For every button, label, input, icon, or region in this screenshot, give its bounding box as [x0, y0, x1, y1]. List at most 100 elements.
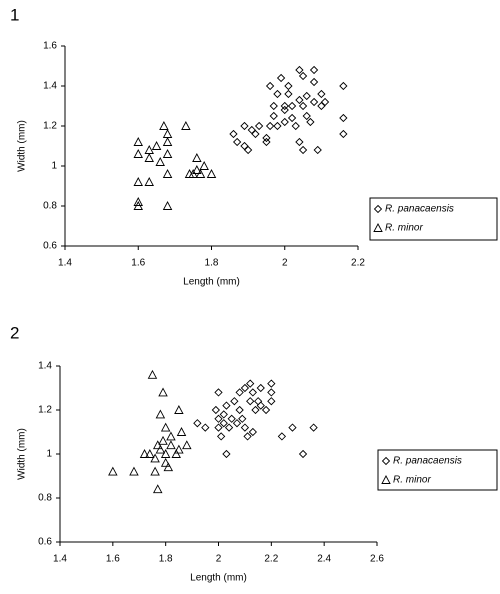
- data-point: [224, 423, 234, 432]
- y-tick-label: 1.4: [43, 81, 57, 92]
- y-tick-label: 1: [46, 449, 52, 460]
- data-point: [158, 387, 168, 397]
- data-point: [162, 137, 173, 146]
- data-point: [162, 169, 173, 178]
- data-point: [276, 73, 286, 83]
- data-point: [243, 145, 253, 155]
- data-point: [261, 405, 271, 415]
- x-tick-label: 1.4: [53, 554, 67, 565]
- data-point: [262, 133, 271, 143]
- data-point: [309, 77, 319, 87]
- data-point: [229, 129, 238, 139]
- legend-marker: [373, 223, 383, 232]
- chart: 2 0.6 0.8 1 1.2 1.4 1.4 1.6 1.8 2 2.2 2.4 2.6 Length …: [10, 323, 498, 584]
- data-point: [147, 369, 158, 379]
- data-point: [320, 97, 330, 107]
- data-point: [159, 121, 169, 130]
- data-point: [129, 466, 139, 476]
- data-point: [235, 405, 244, 415]
- data-point: [206, 169, 217, 178]
- data-point: [339, 81, 348, 91]
- data-point: [265, 121, 275, 131]
- data-point: [240, 141, 249, 151]
- y-axis-label: Width (mm): [17, 428, 28, 480]
- legend-label: R. minor: [393, 475, 431, 486]
- legend-label: R. panacaensis: [385, 204, 454, 215]
- data-point: [195, 169, 206, 178]
- data-point: [291, 121, 300, 131]
- data-point: [174, 444, 184, 454]
- x-tick-label: 2.2: [351, 258, 365, 269]
- data-point: [248, 427, 257, 437]
- y-tick-label: 1: [51, 161, 57, 172]
- data-point: [235, 388, 244, 397]
- data-point: [295, 65, 304, 75]
- data-point: [284, 89, 293, 99]
- data-point: [251, 129, 260, 139]
- legend-box: [369, 197, 498, 241]
- data-point: [163, 462, 174, 472]
- data-point: [151, 141, 162, 150]
- data-point: [211, 405, 220, 415]
- data-point: [298, 449, 308, 459]
- x-tick-label: 2: [216, 554, 222, 565]
- data-point: [298, 101, 308, 111]
- data-point: [243, 432, 252, 441]
- data-point: [192, 153, 202, 162]
- legend-label: R. panacaensis: [393, 456, 462, 467]
- data-point: [152, 484, 163, 494]
- data-point: [238, 414, 247, 423]
- y-tick-label: 0.8: [38, 493, 52, 504]
- data-point: [246, 397, 255, 406]
- data-point: [133, 197, 143, 206]
- data-point: [273, 89, 282, 99]
- data-point: [160, 457, 171, 467]
- data-point: [232, 419, 242, 428]
- data-point: [246, 379, 255, 388]
- data-point: [240, 383, 250, 393]
- data-point: [256, 401, 265, 410]
- data-point: [309, 97, 319, 107]
- data-point: [219, 410, 228, 419]
- data-point: [254, 121, 264, 131]
- data-point: [144, 153, 154, 162]
- y-tick-label: 1.6: [43, 41, 57, 52]
- data-point: [298, 145, 308, 155]
- x-tick-label: 2.2: [264, 554, 278, 565]
- data-point: [306, 117, 315, 127]
- data-point: [317, 89, 326, 99]
- data-point: [280, 101, 289, 111]
- data-point: [295, 95, 304, 105]
- data-point: [287, 101, 297, 111]
- data-point: [145, 449, 155, 458]
- data-point: [295, 137, 304, 147]
- data-point: [160, 449, 171, 458]
- data-point: [302, 91, 311, 101]
- data-point: [273, 121, 282, 131]
- data-point: [227, 414, 236, 423]
- data-point: [298, 71, 308, 81]
- data-point: [339, 129, 348, 139]
- data-point: [181, 121, 191, 130]
- x-tick-label: 1.8: [159, 554, 173, 565]
- data-point: [247, 125, 256, 135]
- panel-label: 1: [10, 5, 19, 24]
- y-axis-label: Width (mm): [17, 120, 28, 172]
- data-point: [309, 65, 319, 75]
- y-tick-label: 0.8: [43, 201, 57, 212]
- data-point: [309, 423, 318, 432]
- data-point: [162, 129, 173, 138]
- legend-box: [377, 449, 498, 491]
- data-point: [176, 427, 187, 436]
- x-tick-label: 2.4: [317, 554, 331, 565]
- x-tick-label: 1.6: [106, 554, 120, 565]
- y-tick-label: 0.6: [38, 537, 52, 548]
- panel-label: 2: [10, 323, 19, 342]
- data-point: [253, 397, 263, 406]
- data-point: [133, 201, 143, 210]
- data-point: [256, 383, 265, 393]
- data-point: [133, 177, 143, 186]
- chart: 1 0.6 0.8 1 1.2 1.4 1.6 1.4 1.6 1.8 2 2.2 Length (mm…: [10, 5, 498, 288]
- data-point: [166, 431, 176, 441]
